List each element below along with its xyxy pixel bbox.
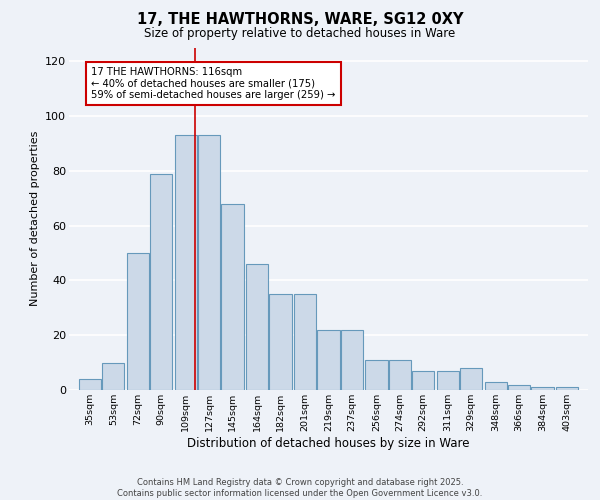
Bar bbox=[127, 253, 149, 390]
Bar bbox=[102, 362, 124, 390]
Bar bbox=[294, 294, 316, 390]
Y-axis label: Number of detached properties: Number of detached properties bbox=[29, 131, 40, 306]
Bar bbox=[246, 264, 268, 390]
Text: 17, THE HAWTHORNS, WARE, SG12 0XY: 17, THE HAWTHORNS, WARE, SG12 0XY bbox=[137, 12, 463, 28]
Bar bbox=[412, 371, 434, 390]
Text: Contains HM Land Registry data © Crown copyright and database right 2025.
Contai: Contains HM Land Registry data © Crown c… bbox=[118, 478, 482, 498]
Bar bbox=[365, 360, 388, 390]
Bar bbox=[508, 384, 530, 390]
Bar bbox=[221, 204, 244, 390]
Bar bbox=[150, 174, 172, 390]
Bar bbox=[198, 135, 220, 390]
Bar bbox=[317, 330, 340, 390]
Bar bbox=[556, 388, 578, 390]
Text: 17 THE HAWTHORNS: 116sqm
← 40% of detached houses are smaller (175)
59% of semi-: 17 THE HAWTHORNS: 116sqm ← 40% of detach… bbox=[91, 66, 335, 100]
Bar bbox=[531, 388, 554, 390]
Bar bbox=[389, 360, 411, 390]
Text: Size of property relative to detached houses in Ware: Size of property relative to detached ho… bbox=[145, 28, 455, 40]
Bar bbox=[79, 379, 101, 390]
Bar bbox=[269, 294, 292, 390]
Bar bbox=[460, 368, 482, 390]
Bar bbox=[437, 371, 459, 390]
Bar bbox=[175, 135, 197, 390]
X-axis label: Distribution of detached houses by size in Ware: Distribution of detached houses by size … bbox=[187, 436, 470, 450]
Bar bbox=[485, 382, 507, 390]
Bar bbox=[341, 330, 363, 390]
